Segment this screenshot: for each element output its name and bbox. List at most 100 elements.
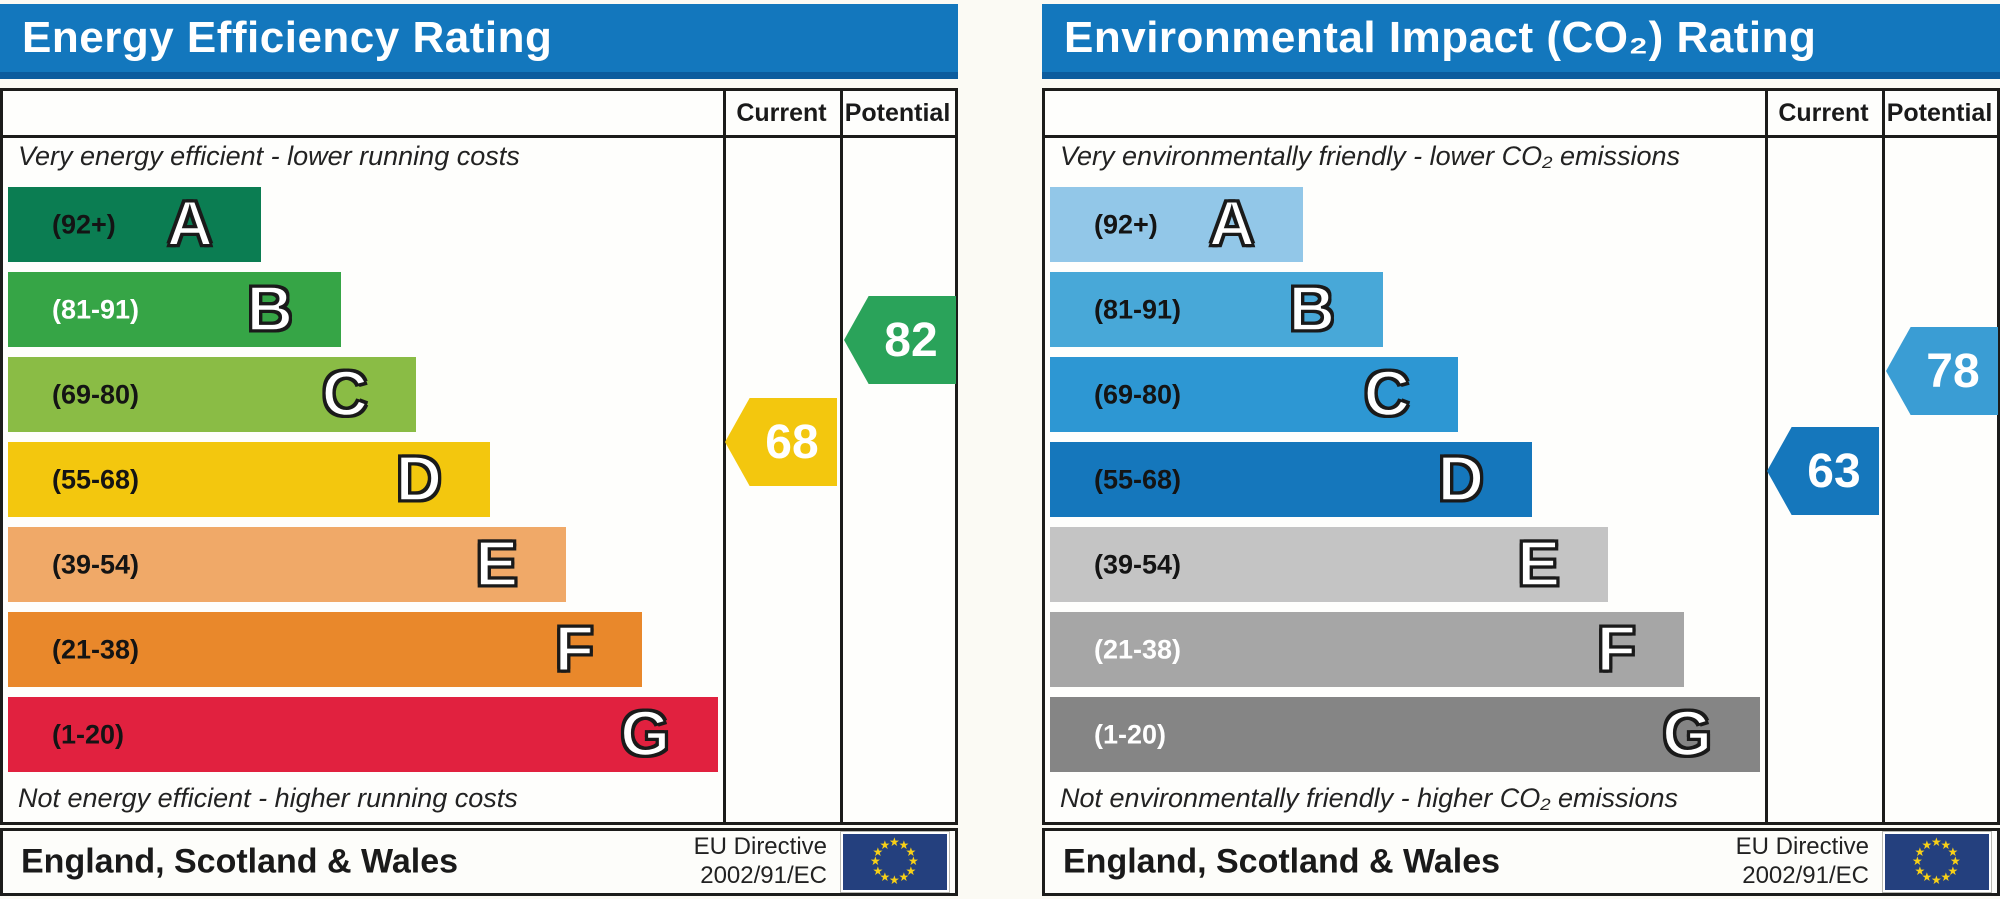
region-label: England, Scotland & Wales [1063, 842, 1501, 881]
eu-directive-label: EU Directive 2002/91/EC [694, 833, 827, 891]
eu-star-icon: ★ [1914, 863, 1926, 878]
column-header-row: Current Potential [1045, 91, 1997, 138]
eu-directive-line2: 2002/91/EC [700, 862, 827, 889]
band-range-label: (21-38) [52, 634, 140, 664]
eu-star-icon: ★ [908, 854, 919, 868]
band-bar: (21-38) F [1050, 612, 1684, 687]
band-letter: C [321, 357, 370, 430]
environmental-rating-table: Current Potential Very environmentally f… [1042, 88, 2000, 825]
eu-star-icon: ★ [1931, 873, 1942, 887]
band-row-g: (1-20) G [1050, 697, 1760, 772]
band-bar: (39-54) E [1050, 527, 1608, 602]
band-letter: B [1288, 272, 1337, 345]
band-range-label: (69-80) [1094, 379, 1182, 409]
band-bar: (55-68) D [8, 442, 490, 517]
current-rating-arrow: 68 [725, 398, 837, 486]
band-bar: (39-54) E [8, 527, 566, 602]
band-row-d: (55-68) D [1050, 442, 1532, 517]
band-letter: F [554, 612, 596, 685]
band-letter: G [619, 697, 671, 770]
band-letter: D [395, 442, 444, 515]
eu-star-icon: ★ [870, 854, 881, 868]
eu-star-icon: ★ [898, 870, 910, 885]
eu-star-icon: ★ [1912, 854, 1923, 868]
potential-column-divider [1882, 91, 1885, 822]
eu-star-icon: ★ [1950, 854, 1961, 868]
band-row-e: (39-54) E [8, 527, 566, 602]
band-range-label: (55-68) [52, 464, 140, 494]
band-bar: (92+) A [1050, 187, 1303, 262]
eu-star-icon: ★ [879, 837, 891, 852]
bottom-note: Not environmentally friendly - higher CO… [1060, 783, 1679, 813]
band-row-f: (21-38) F [8, 612, 642, 687]
eu-star-icon: ★ [1940, 837, 1952, 852]
band-bar: (81-91) B [8, 272, 341, 347]
band-row-c: (69-80) C [1050, 357, 1458, 432]
potential-rating-value: 78 [1926, 344, 1980, 398]
band-range-label: (1-20) [1094, 719, 1167, 749]
eu-star-icon: ★ [879, 870, 891, 885]
band-bar: (69-80) C [8, 357, 416, 432]
current-column-header: Current [736, 99, 827, 127]
band-row-b: (81-91) B [1050, 272, 1383, 347]
band-range-label: (21-38) [1094, 634, 1182, 664]
band-letter: E [1516, 527, 1561, 600]
bottom-note: Not energy efficient - higher running co… [18, 783, 518, 813]
band-bar: (21-38) F [8, 612, 642, 687]
band-row-f: (21-38) F [1050, 612, 1684, 687]
eu-star-icon: ★ [1931, 835, 1942, 849]
current-rating-arrow: 63 [1767, 427, 1879, 515]
energy-panel-title: Energy Efficiency Rating [22, 13, 553, 62]
band-bar: (1-20) G [8, 697, 718, 772]
eu-star-icon: ★ [872, 863, 884, 878]
top-note: Very environmentally friendly - lower CO… [1060, 141, 1680, 171]
eu-directive-line1: EU Directive [693, 833, 827, 861]
eu-star-icon: ★ [1940, 870, 1952, 885]
band-range-label: (92+) [1094, 209, 1158, 239]
environmental-impact-panel: Environmental Impact (CO₂) Rating Curren… [1042, 0, 2000, 899]
eu-star-icon: ★ [898, 837, 910, 852]
potential-rating-arrow: 78 [1886, 327, 1998, 415]
top-note: Very energy efficient - lower running co… [18, 141, 520, 171]
band-letter: E [474, 527, 519, 600]
potential-rating-arrow: 82 [844, 296, 956, 384]
band-bar: (69-80) C [1050, 357, 1458, 432]
potential-column-header: Potential [844, 99, 951, 127]
eu-flag: ★ ★ ★ ★ ★ ★ ★ ★ ★ ★ ★ ★ [1885, 834, 1989, 890]
eu-star-icon: ★ [872, 844, 884, 859]
eu-star-icon: ★ [889, 835, 900, 849]
eu-star-icon: ★ [1914, 844, 1926, 859]
band-range-label: (69-80) [52, 379, 140, 409]
eu-flag: ★ ★ ★ ★ ★ ★ ★ ★ ★ ★ ★ ★ [843, 834, 947, 890]
eu-star-icon: ★ [889, 873, 900, 887]
band-letter: A [166, 187, 215, 260]
energy-rating-table: Current Potential Very energy efficient … [0, 88, 958, 825]
band-range-label: (39-54) [52, 549, 140, 579]
band-letter: F [1596, 612, 1638, 685]
band-letter: B [246, 272, 295, 345]
environmental-panel-footer: England, Scotland & Wales EU Directive 2… [1042, 828, 2000, 896]
band-row-d: (55-68) D [8, 442, 490, 517]
band-row-b: (81-91) B [8, 272, 341, 347]
potential-column-header: Potential [1886, 99, 1993, 127]
eu-star-icon: ★ [905, 863, 917, 878]
band-range-label: (1-20) [52, 719, 125, 749]
eu-directive-line2: 2002/91/EC [1742, 862, 1869, 889]
eu-star-icon: ★ [1921, 870, 1933, 885]
current-column-header: Current [1778, 99, 1869, 127]
band-letter: C [1363, 357, 1412, 430]
eu-star-icon: ★ [1947, 844, 1959, 859]
band-range-label: (55-68) [1094, 464, 1182, 494]
eu-directive-line1: EU Directive [1735, 833, 1869, 861]
current-column-divider [723, 91, 726, 822]
band-bar: (1-20) G [1050, 697, 1760, 772]
eu-directive-label: EU Directive 2002/91/EC [1736, 833, 1869, 891]
band-row-c: (69-80) C [8, 357, 416, 432]
band-letter: A [1208, 187, 1257, 260]
band-row-e: (39-54) E [1050, 527, 1608, 602]
column-header-row: Current Potential [3, 91, 955, 138]
band-row-a: (92+) A [8, 187, 261, 262]
band-range-label: (81-91) [1094, 294, 1182, 324]
band-row-a: (92+) A [1050, 187, 1303, 262]
